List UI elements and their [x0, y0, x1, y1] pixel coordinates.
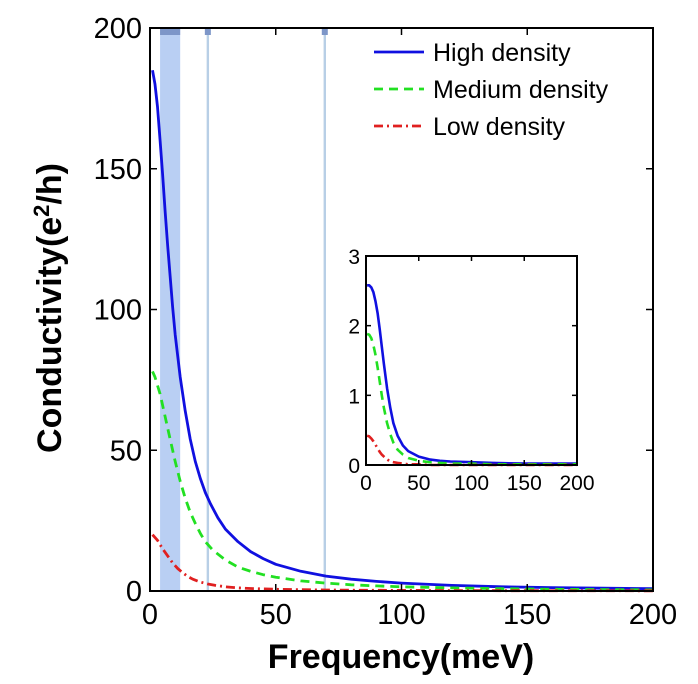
main-x-tick-label: 50	[260, 599, 292, 631]
inset-y-tick-label: 1	[348, 385, 360, 408]
main-series-low-density	[151, 533, 654, 593]
legend: High density Medium density Low density	[374, 39, 609, 141]
inset-y-tick-label: 3	[348, 246, 360, 269]
legend-label-high: High density	[433, 39, 571, 67]
inset-x-tick-label: 0	[360, 472, 372, 495]
main-x-tick-label: 150	[503, 599, 551, 631]
main-series-layer	[151, 69, 654, 593]
main-y-tick-label: 150	[94, 154, 142, 186]
marker-line-cap-2	[321, 28, 328, 35]
inset-x-tick-label: 50	[407, 472, 430, 495]
main-y-tick-label: 100	[94, 295, 142, 327]
main-y-tick-label: 50	[110, 435, 142, 467]
inset-plot: 0 50 100 150 200 0 1 2 3	[348, 246, 594, 495]
y-axis-label-base: Conductivity(e	[31, 217, 69, 453]
inset-series-medium-density	[366, 332, 577, 466]
legend-label-medium: Medium density	[433, 76, 609, 104]
main-x-tick-label: 0	[142, 599, 158, 631]
highlight-band-cap	[160, 28, 181, 35]
x-axis-label: Frequency(meV)	[268, 638, 534, 676]
inset-x-tick-label: 150	[507, 472, 542, 495]
legend-label-low: Low density	[433, 113, 566, 141]
y-axis-label-sup: 2	[29, 205, 54, 217]
highlight-band	[160, 28, 181, 591]
inset-series-layer	[366, 284, 577, 467]
main-series-high-density	[151, 69, 654, 591]
inset-x-tick-label: 200	[559, 472, 594, 495]
inset-series-high-density	[367, 284, 577, 465]
main-y-tick-label: 0	[126, 576, 142, 608]
inset-background	[366, 256, 577, 465]
marker-line-cap-1	[204, 28, 211, 35]
y-axis-label-end: /h)	[31, 163, 69, 205]
y-axis-label: Conductivity(e2/h)	[29, 163, 69, 453]
main-series-medium-density	[151, 370, 654, 592]
inset-y-tick-label: 2	[348, 316, 360, 339]
inset-y-tick-label: 0	[348, 455, 360, 478]
inset-ticks-layer: 0 50 100 150 200 0 1 2 3	[348, 246, 594, 495]
main-x-tick-label: 100	[377, 599, 425, 631]
main-x-tick-label: 200	[629, 599, 677, 631]
inset-x-tick-label: 100	[454, 472, 489, 495]
main-y-tick-label: 200	[94, 13, 142, 45]
